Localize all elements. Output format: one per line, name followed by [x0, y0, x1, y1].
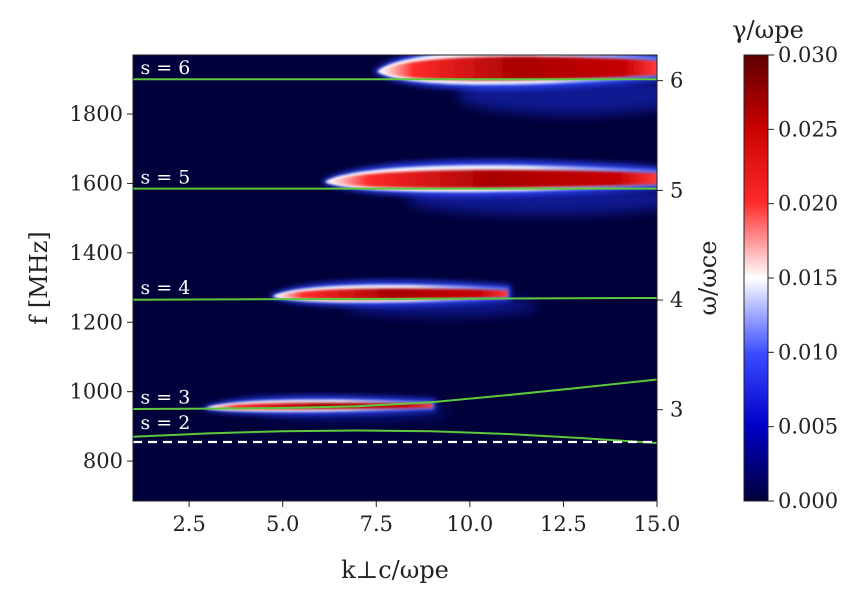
x-tick-label: 10.0 — [446, 512, 493, 536]
resonance-line-label: s = 4 — [140, 277, 190, 299]
colorbar-tick-label: 0.010 — [778, 340, 838, 364]
y2-tick-label: 4 — [670, 288, 683, 312]
y2-tick-label: 3 — [670, 398, 683, 422]
resonance-line-label: s = 6 — [140, 57, 190, 79]
colorbar — [743, 54, 769, 502]
x-axis-ticks: 2.5 5.0 7.5 10.0 12.5 15.0 — [172, 501, 680, 536]
resonance-line — [133, 429, 657, 445]
growth-region — [200, 395, 452, 419]
colorbar-tick-label: 0.020 — [778, 192, 838, 216]
growth-region — [373, 55, 657, 115]
y2-axis-label: ω/ωce — [694, 241, 722, 316]
resonance-line-labels: s = 6 s = 5 s = 4 s = 3 s = 2 — [140, 57, 190, 434]
resonance-lines — [133, 78, 657, 445]
y-tick-label: 1400 — [70, 241, 123, 265]
y-axis-ticks: 800 1000 1200 1400 1600 1800 — [70, 102, 133, 473]
colorbar-tick-label: 0.015 — [778, 266, 838, 290]
y2-tick-label: 5 — [670, 178, 683, 202]
x-tick-label: 7.5 — [360, 512, 393, 536]
colorbar-tick-label: 0.000 — [778, 489, 838, 513]
colorbar-label: γ/ωpe — [732, 16, 804, 44]
colorbar-ticks: 0.000 0.005 0.010 0.015 0.020 0.025 0.030 — [768, 43, 838, 513]
y-tick-label: 1200 — [70, 310, 123, 334]
y-axis-label: f [MHz] — [25, 231, 53, 324]
plot-frame — [132, 54, 658, 502]
resonance-line — [133, 296, 657, 301]
x-axis-label: k⊥c/ωpe — [341, 556, 449, 584]
x-tick-label: 2.5 — [172, 512, 205, 536]
y-tick-label: 1800 — [70, 102, 123, 126]
colorbar-tick-label: 0.030 — [778, 43, 838, 67]
plot-area — [133, 55, 657, 501]
colorbar-tick-label: 0.025 — [778, 117, 838, 141]
resonance-line-label: s = 3 — [140, 386, 190, 408]
y-tick-label: 800 — [83, 449, 123, 473]
resonance-line — [133, 378, 657, 411]
y2-tick-label: 6 — [670, 69, 683, 93]
resonance-line-label: s = 2 — [140, 412, 190, 434]
growth-region — [320, 159, 657, 215]
y2-axis-ticks: 3 4 5 6 — [657, 69, 683, 422]
x-tick-label: 12.5 — [540, 512, 587, 536]
x-tick-label: 5.0 — [266, 512, 299, 536]
colorbar-tick-label: 0.005 — [778, 415, 838, 439]
y-tick-label: 1000 — [70, 380, 123, 404]
x-tick-label: 15.0 — [634, 512, 681, 536]
y-tick-label: 1600 — [70, 171, 123, 195]
resonance-line-label: s = 5 — [140, 166, 190, 188]
